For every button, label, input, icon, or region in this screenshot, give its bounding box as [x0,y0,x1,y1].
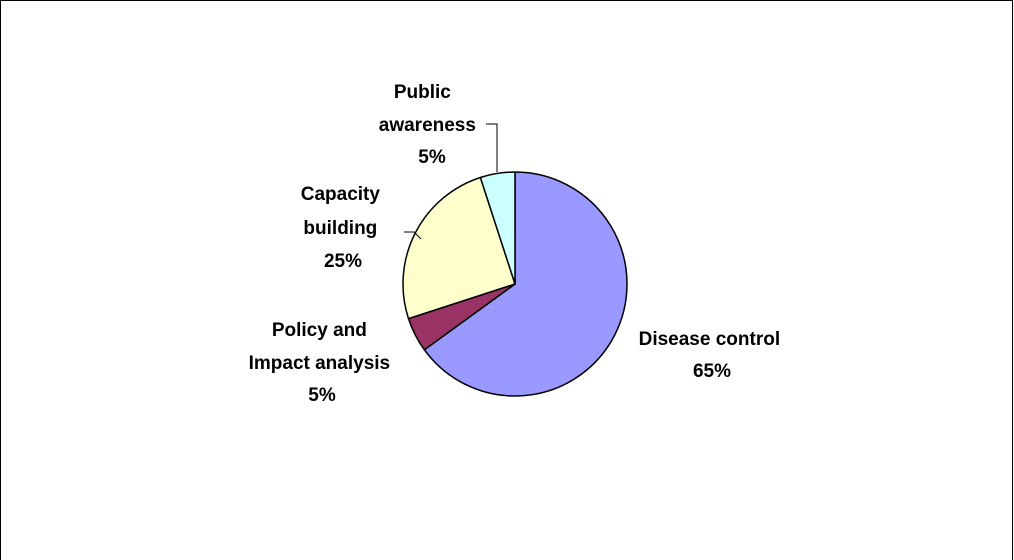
slice-label-line-1: Capacity [301,184,381,205]
pie-slice-disease-control [423,171,628,397]
slice-label-disease-control: Disease control 65% [639,329,786,382]
slice-label-line-1: Policy and [272,320,367,341]
slice-label-line-1: Public [394,82,451,103]
slice-label-policy-impact-analysis: Policy and Impact analysis 5% [249,320,396,406]
leader-line-capacity-building [404,231,422,240]
slice-label-line-2: building [303,218,377,239]
slice-label-capacity-building: Capacity building 25% [301,184,385,272]
leader-line-public-awareness [486,123,498,172]
slice-label-public-awareness: Public awareness 5% [379,82,481,168]
slice-label-line-2: awareness [379,115,476,136]
pie-slices [402,171,628,397]
leader-lines [404,123,498,240]
pie-slice-public-awareness [479,171,516,285]
slice-label-line-2: Impact analysis [249,353,391,374]
